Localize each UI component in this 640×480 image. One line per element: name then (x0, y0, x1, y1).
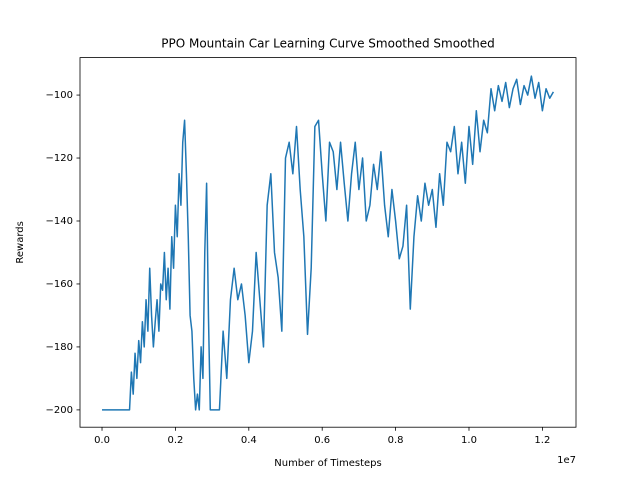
y-tick-label: −100 (46, 90, 73, 101)
data-line (102, 75, 555, 411)
y-axis-label: Rewards (15, 221, 26, 263)
chart-title: PPO Mountain Car Learning Curve Smoothed… (161, 37, 494, 51)
y-tick-label: −140 (46, 216, 73, 227)
axes-frame (79, 57, 577, 428)
x-tick-label: 0.8 (388, 435, 404, 446)
y-tick-label: −120 (46, 153, 73, 164)
x-tick-label: 1.2 (534, 435, 550, 446)
x-tick-label: 0.6 (314, 435, 330, 446)
x-offset-label: 1e7 (557, 455, 576, 466)
x-tick-label: 1.0 (461, 435, 477, 446)
y-tick-label: −200 (46, 405, 73, 416)
y-tick-label: −180 (46, 342, 73, 353)
x-axis-label: Number of Timesteps (274, 458, 381, 469)
y-tick-label: −160 (46, 279, 73, 290)
x-tick-label: 0.0 (94, 435, 110, 446)
x-tick-label: 0.2 (167, 435, 183, 446)
x-tick-label: 0.4 (241, 435, 257, 446)
